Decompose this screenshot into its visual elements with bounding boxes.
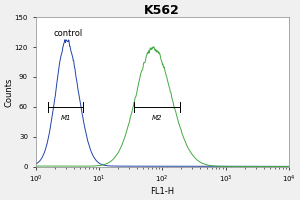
Text: M2: M2 xyxy=(152,115,162,121)
Text: control: control xyxy=(53,29,82,38)
Title: K562: K562 xyxy=(144,4,180,17)
Y-axis label: Counts: Counts xyxy=(4,77,13,107)
Text: M1: M1 xyxy=(60,115,71,121)
X-axis label: FL1-H: FL1-H xyxy=(150,187,174,196)
